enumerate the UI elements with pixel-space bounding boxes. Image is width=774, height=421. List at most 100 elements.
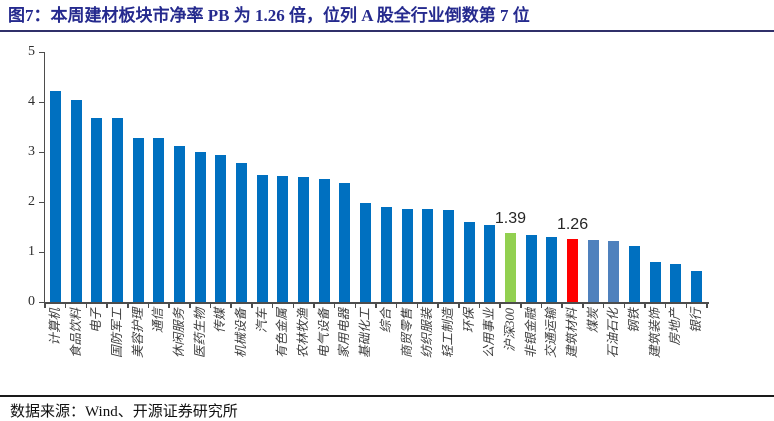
bar-国防军工 bbox=[111, 118, 123, 302]
data-source-note: 数据来源：Wind、开源证券研究所 bbox=[10, 404, 238, 420]
bar-传媒 bbox=[215, 154, 227, 302]
category-label-煤炭: 煤炭 bbox=[585, 308, 600, 334]
bar-沪深300 bbox=[504, 232, 516, 302]
x-axis-tick bbox=[189, 303, 191, 308]
x-axis-tick bbox=[582, 303, 584, 308]
bar-钢铁 bbox=[629, 246, 641, 302]
figure-title: 图7：本周建材板块市净率 PB 为 1.26 倍，位列 A 股全行业倒数第 7 … bbox=[8, 6, 530, 25]
category-label-环保: 环保 bbox=[461, 308, 476, 334]
x-axis-tick bbox=[230, 303, 232, 308]
x-axis-tick bbox=[458, 303, 460, 308]
x-axis-tick bbox=[685, 303, 688, 308]
bar-通信 bbox=[153, 138, 165, 302]
y-axis-tick bbox=[39, 201, 44, 203]
category-label-汽车: 汽车 bbox=[254, 308, 269, 334]
category-label-建筑材料: 建筑材料 bbox=[565, 308, 580, 359]
category-label-食品饮料: 食品饮料 bbox=[68, 308, 83, 359]
bar-医药生物 bbox=[194, 152, 206, 302]
bar-基础化工 bbox=[360, 202, 372, 302]
category-label-计算机: 计算机 bbox=[47, 308, 62, 346]
category-label-基础化工: 基础化工 bbox=[358, 308, 373, 359]
x-axis-tick bbox=[644, 303, 646, 308]
x-axis-tick bbox=[64, 303, 67, 308]
category-label-沪深300: 沪深300 bbox=[502, 308, 517, 352]
x-axis-tick bbox=[375, 303, 377, 308]
category-label-轻工制造: 轻工制造 bbox=[440, 308, 455, 359]
x-axis-tick bbox=[85, 303, 88, 308]
category-label-家用电器: 家用电器 bbox=[337, 308, 352, 359]
category-label-综合: 综合 bbox=[378, 308, 393, 334]
category-label-纺织服装: 纺织服装 bbox=[420, 308, 435, 359]
x-axis-tick bbox=[271, 303, 274, 308]
pb-bar-chart: 0 1 2 3 4 5 计算机 食品饮料 电子 国防军工 美容护理 通信 休闲服务 医药生物 传媒 机械设备汽… bbox=[0, 34, 774, 390]
x-axis-tick bbox=[147, 303, 150, 308]
bar-电气设备 bbox=[318, 178, 330, 302]
bar-汽车 bbox=[256, 175, 268, 302]
bar-纺织服装 bbox=[422, 209, 434, 302]
y-axis-tick bbox=[39, 251, 44, 253]
category-label-美容护理: 美容护理 bbox=[130, 308, 145, 359]
x-axis-tick bbox=[44, 303, 46, 308]
bar-商贸零售 bbox=[401, 208, 413, 302]
y-axis-tick bbox=[39, 151, 44, 153]
bar-石油石化 bbox=[608, 240, 620, 302]
bar-公用事业 bbox=[484, 225, 496, 302]
bar-交通运输 bbox=[546, 236, 558, 302]
category-label-石油石化: 石油石化 bbox=[606, 308, 621, 359]
category-label-医药生物: 医药生物 bbox=[192, 308, 207, 359]
x-axis-tick bbox=[168, 303, 170, 308]
y-axis-tick-label: 2 bbox=[28, 194, 35, 209]
y-axis-tick-label: 5 bbox=[28, 44, 35, 59]
y-axis-tick bbox=[39, 101, 44, 103]
x-axis-tick bbox=[209, 303, 212, 308]
y-axis-tick bbox=[39, 51, 44, 53]
category-label-银行: 银行 bbox=[689, 308, 704, 334]
bar-银行 bbox=[691, 271, 703, 302]
category-label-钢铁: 钢铁 bbox=[627, 308, 642, 334]
y-axis-line bbox=[43, 52, 45, 304]
bar-机械设备 bbox=[236, 163, 248, 302]
x-axis-tick bbox=[292, 303, 294, 308]
y-axis-tick-label: 4 bbox=[28, 94, 35, 109]
x-axis-tick bbox=[664, 303, 667, 308]
bar-煤炭 bbox=[587, 239, 599, 302]
bar-美容护理 bbox=[132, 137, 144, 302]
bar-计算机 bbox=[49, 91, 61, 302]
category-label-交通运输: 交通运输 bbox=[544, 308, 559, 359]
x-axis-tick bbox=[395, 303, 398, 308]
x-axis-tick bbox=[706, 303, 708, 308]
category-label-房地产: 房地产 bbox=[668, 308, 683, 346]
bar-value-label-沪深300: 1.39 bbox=[494, 209, 527, 227]
bar-建筑材料 bbox=[567, 239, 579, 302]
bar-农林牧渔 bbox=[298, 176, 310, 302]
x-axis-tick bbox=[437, 303, 439, 308]
x-axis-line bbox=[43, 302, 709, 304]
category-label-有色金属: 有色金属 bbox=[275, 308, 290, 359]
x-axis-tick bbox=[313, 303, 315, 308]
category-label-电子: 电子 bbox=[89, 308, 104, 334]
category-label-电气设备: 电气设备 bbox=[316, 308, 331, 359]
category-label-建筑装饰: 建筑装饰 bbox=[647, 308, 662, 359]
bar-综合 bbox=[380, 206, 392, 302]
bar-食品饮料 bbox=[70, 100, 82, 302]
category-label-国防军工: 国防军工 bbox=[109, 308, 124, 359]
x-axis-tick bbox=[540, 303, 543, 308]
bar-电子 bbox=[91, 117, 103, 302]
bar-家用电器 bbox=[339, 183, 351, 302]
bar-轻工制造 bbox=[442, 210, 454, 302]
category-label-休闲服务: 休闲服务 bbox=[171, 308, 186, 359]
y-axis-tick-label: 0 bbox=[28, 294, 35, 309]
footer-divider bbox=[0, 395, 774, 397]
bar-建筑装饰 bbox=[649, 262, 661, 302]
x-axis-tick bbox=[623, 303, 625, 308]
x-axis-tick bbox=[416, 303, 419, 308]
x-axis-tick bbox=[478, 303, 481, 308]
y-axis-tick-label: 1 bbox=[28, 244, 35, 259]
category-label-通信: 通信 bbox=[151, 308, 166, 334]
category-label-商贸零售: 商贸零售 bbox=[399, 308, 414, 359]
x-axis-tick bbox=[561, 303, 563, 308]
x-axis-tick bbox=[520, 303, 522, 308]
x-axis-tick bbox=[333, 303, 336, 308]
y-axis-tick bbox=[39, 301, 44, 303]
